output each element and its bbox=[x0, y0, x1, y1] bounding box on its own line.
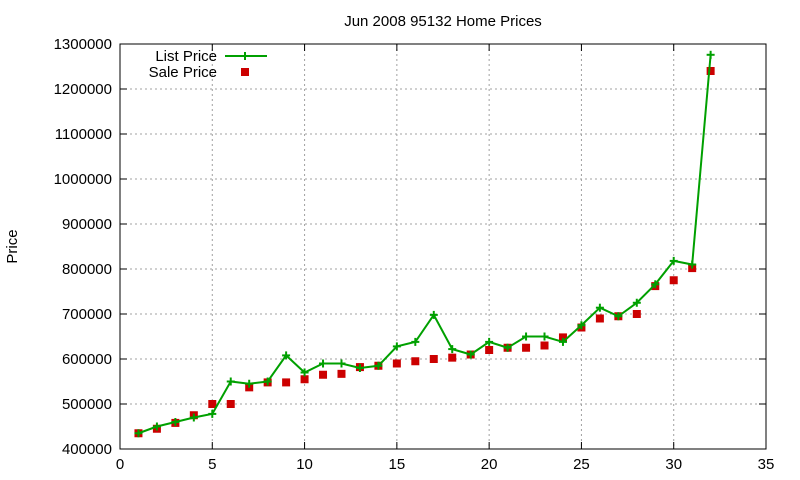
list-price-point bbox=[632, 298, 641, 307]
list-price-point bbox=[411, 337, 420, 346]
list-price-point bbox=[245, 379, 254, 388]
x-tick-label: 25 bbox=[573, 456, 590, 473]
list-price-point bbox=[189, 413, 198, 422]
legend-entry-list-price: List Price bbox=[155, 48, 267, 65]
list-price-point bbox=[688, 260, 697, 269]
list-price-point bbox=[485, 337, 494, 346]
legend-entry-sale-price: Sale Price bbox=[149, 64, 249, 81]
sale-price-point bbox=[706, 67, 715, 75]
sale-price-point bbox=[226, 400, 235, 408]
x-tick-label: 0 bbox=[116, 456, 124, 473]
sale-price-point bbox=[595, 314, 604, 323]
y-tick-label: 500000 bbox=[62, 396, 112, 413]
x-tick-label: 10 bbox=[296, 456, 313, 473]
list-price-point bbox=[374, 361, 383, 370]
list-price-point bbox=[448, 345, 457, 354]
sale-price-point bbox=[282, 378, 291, 387]
chart-title: Jun 2008 95132 Home Prices bbox=[344, 13, 542, 30]
list-price-point bbox=[319, 359, 328, 368]
list-price-point bbox=[134, 429, 143, 438]
y-tick-label: 1300000 bbox=[54, 36, 112, 53]
y-tick-label: 600000 bbox=[62, 351, 112, 368]
x-tick-label: 5 bbox=[208, 456, 216, 473]
series bbox=[134, 50, 715, 438]
list-price-point bbox=[300, 368, 309, 377]
list-price-point bbox=[208, 409, 217, 418]
sale-price-point bbox=[429, 355, 438, 363]
y-tick-label: 1000000 bbox=[54, 171, 112, 188]
sale-price-point bbox=[208, 400, 217, 408]
legend-label: List Price bbox=[155, 48, 217, 65]
sale-price-point bbox=[558, 333, 567, 342]
list-price-point bbox=[522, 332, 531, 341]
sale-price-series bbox=[134, 67, 715, 438]
list-price-point bbox=[337, 359, 346, 368]
list-price-point bbox=[466, 350, 475, 359]
list-price-point bbox=[558, 337, 567, 346]
y-tick-label: 800000 bbox=[62, 261, 112, 278]
list-price-point bbox=[226, 377, 235, 386]
list-price-point bbox=[577, 321, 586, 330]
list-price-series bbox=[134, 50, 715, 438]
sale-price-point bbox=[540, 341, 549, 350]
list-price-point bbox=[429, 310, 438, 319]
list-price-point bbox=[171, 418, 180, 426]
sale-price-point bbox=[448, 353, 457, 362]
list-price-point bbox=[651, 280, 660, 289]
list-price-point bbox=[540, 332, 549, 341]
sale-price-point bbox=[522, 343, 531, 352]
y-tick-label: 1100000 bbox=[55, 126, 112, 143]
sale-price-point bbox=[392, 359, 401, 368]
sale-price-point bbox=[669, 276, 678, 285]
x-tick-label: 15 bbox=[389, 456, 406, 473]
list-price-point bbox=[595, 303, 604, 312]
list-price-line bbox=[138, 54, 712, 435]
sale-price-point bbox=[632, 310, 641, 318]
list-price-point bbox=[355, 364, 364, 372]
list-price-point bbox=[263, 377, 272, 386]
y-tick-label: 900000 bbox=[62, 216, 112, 233]
list-price-point bbox=[503, 343, 512, 352]
list-price-point bbox=[282, 351, 291, 360]
sale-price-point bbox=[337, 369, 346, 378]
y-tick-label: 400000 bbox=[62, 441, 112, 458]
sale-price-point bbox=[300, 375, 309, 384]
list-price-point bbox=[706, 50, 715, 59]
y-tick-label: 1200000 bbox=[54, 81, 112, 98]
sale-price-point bbox=[411, 357, 420, 366]
list-price-point bbox=[392, 342, 401, 351]
x-tick-label: 35 bbox=[758, 456, 775, 473]
x-tick-label: 20 bbox=[481, 456, 498, 473]
legend-square-swatch bbox=[241, 68, 249, 76]
y-tick-label: 700000 bbox=[62, 306, 112, 323]
y-axis-title: Price bbox=[4, 229, 21, 263]
sale-price-point bbox=[485, 346, 494, 354]
list-price-point bbox=[614, 312, 623, 321]
gridlines bbox=[120, 44, 766, 449]
plot-border bbox=[119, 43, 767, 450]
axis-ticks: 400000 500000 600000 700000 800000 900000 1000… bbox=[54, 36, 775, 473]
sale-price-point bbox=[319, 370, 328, 379]
legend-label: Sale Price bbox=[149, 64, 217, 81]
list-price-point bbox=[152, 422, 161, 431]
list-price-point bbox=[669, 256, 678, 265]
x-tick-label: 30 bbox=[665, 456, 682, 473]
